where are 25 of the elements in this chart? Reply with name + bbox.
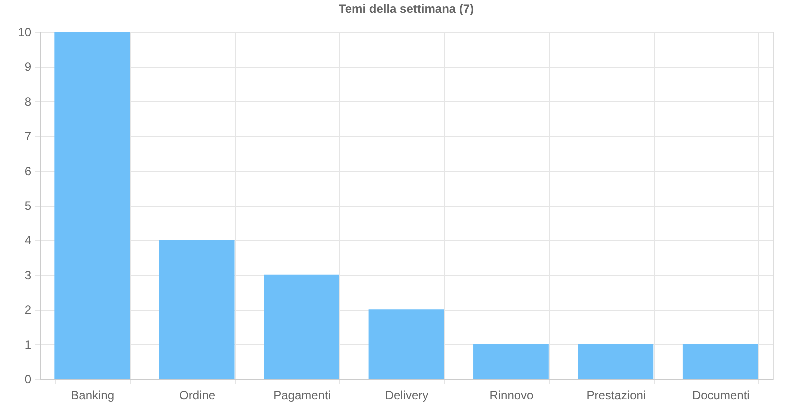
- bar: [159, 240, 235, 379]
- x-tick-label: Prestazioni: [586, 388, 646, 402]
- y-tick-label: 3: [24, 268, 32, 282]
- y-tick-label: 9: [24, 60, 32, 74]
- bar: [578, 344, 654, 379]
- x-tick-label: Documenti: [692, 388, 750, 402]
- y-tick-label: 2: [24, 303, 32, 318]
- x-tick-label: Rinnovo: [490, 388, 534, 402]
- bar: [368, 310, 444, 379]
- y-tick-label: 10: [18, 26, 32, 40]
- x-tick-label: Delivery: [385, 388, 429, 402]
- x-tick-label: Banking: [71, 388, 115, 402]
- y-tick-label: 5: [24, 199, 32, 213]
- bar: [682, 344, 758, 379]
- y-tick-label: 1: [24, 338, 32, 352]
- x-tick-label: Ordine: [180, 388, 216, 402]
- x-tick-label: Pagamenti: [274, 388, 331, 402]
- y-tick-label: 6: [24, 164, 32, 178]
- y-tick-label: 8: [24, 94, 32, 109]
- chart-title: Temi della settimana (7): [338, 2, 474, 16]
- bar: [474, 344, 549, 379]
- bar: [264, 274, 340, 379]
- y-tick-label: 7: [24, 130, 32, 144]
- y-tick-label: 0: [24, 372, 32, 386]
- y-tick-label: 4: [24, 234, 32, 248]
